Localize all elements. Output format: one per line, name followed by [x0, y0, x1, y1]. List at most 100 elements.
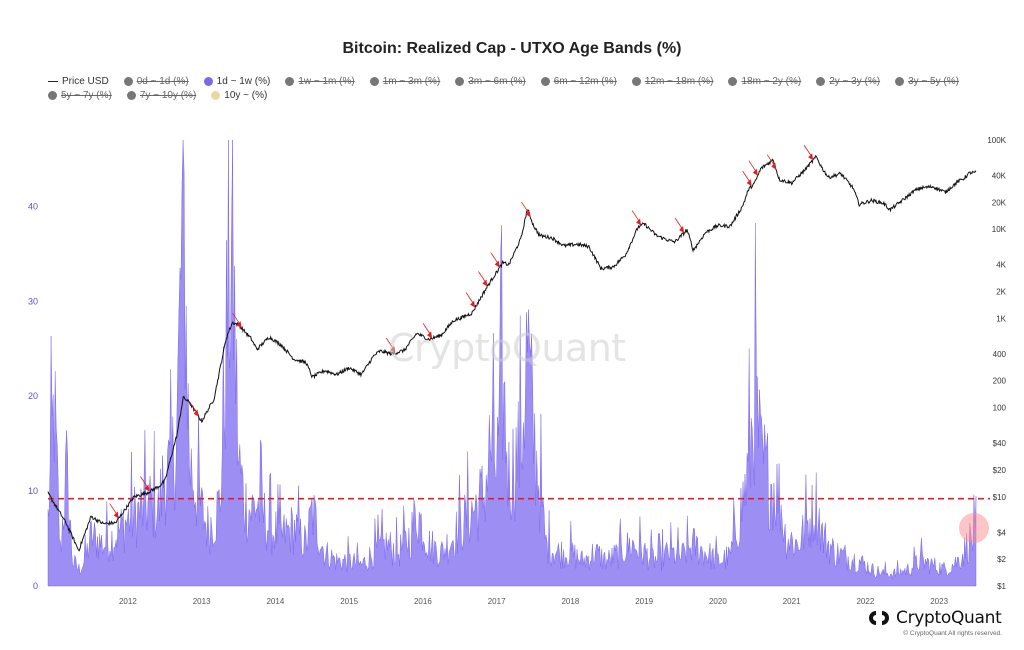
legend-dot-marker: [369, 77, 379, 86]
series-area-1d-1w: [47, 139, 977, 587]
legend-dot-marker: [895, 77, 905, 86]
right-y-tick-label: 20K: [992, 198, 1007, 207]
copyright-text: © CryptoQuant All rights reserved.: [903, 630, 1002, 637]
chart-title: Bitcoin: Realized Cap - UTXO Age Bands (…: [342, 40, 682, 57]
right-y-tick-label: $20: [993, 466, 1007, 475]
legend-dot-marker: [126, 91, 136, 100]
annotation-arrow: [422, 323, 433, 339]
x-tick-label: 2022: [856, 597, 874, 606]
legend-item[interactable]: 5y ~ 7y (%): [48, 90, 112, 101]
x-tick-label: 2012: [119, 597, 137, 606]
x-tick-label: 2020: [709, 597, 727, 606]
legend-dot-marker: [631, 77, 641, 86]
legend-label: 3m ~ 6m (%): [468, 76, 526, 87]
legend-item[interactable]: 0d ~ 1d (%): [123, 76, 189, 87]
legend-label: 6m ~ 12m (%): [553, 76, 617, 87]
series-line-price-usd: [47, 154, 977, 552]
annotation-arrow: [189, 401, 199, 417]
legend-item[interactable]: 1d ~ 1w (%): [203, 76, 271, 87]
x-tick-label: 2014: [266, 597, 284, 606]
legend-item[interactable]: 12m ~ 18m (%): [631, 76, 714, 87]
legend-label: 0d ~ 1d (%): [136, 76, 189, 87]
legend-label: 7y ~ 10y (%): [139, 90, 197, 101]
annotation-arrow: [385, 337, 396, 353]
right-y-tick-label: 200: [993, 377, 1007, 386]
left-y-tick-label: 0: [33, 581, 38, 591]
left-y-tick-label: 40: [28, 201, 38, 211]
left-y-axis: 0 10 20 30 40: [28, 201, 38, 591]
annotation-arrow: [478, 271, 488, 287]
legend-label: 5y ~ 7y (%): [61, 90, 112, 101]
legend-item[interactable]: Price USD: [48, 76, 109, 87]
legend-label: 10y ~ (%): [224, 90, 268, 101]
x-tick-label: 2023: [930, 597, 948, 606]
legend-item[interactable]: 1m ~ 3m (%): [369, 76, 441, 87]
legend-dot-marker: [540, 77, 550, 86]
chart-legend: Price USD 0d ~ 1d (%) 1d ~ 1w (%) 1w ~ 1m (…: [48, 76, 1008, 101]
right-y-tick-label: 400: [993, 350, 1007, 359]
right-y-tick-label: $4: [997, 528, 1006, 537]
legend-item[interactable]: 6m ~ 12m (%): [540, 76, 617, 87]
annotation-arrow: [232, 312, 242, 329]
annotation-arrow: [803, 145, 814, 161]
legend-line-marker: [48, 80, 58, 83]
annotation-arrow: [521, 201, 531, 218]
legend-label: 3y ~ 5y (%): [908, 76, 959, 87]
legend-item[interactable]: 18m ~ 2y (%): [728, 76, 801, 87]
legend-dot-marker: [211, 91, 221, 100]
legend-label: 1m ~ 3m (%): [382, 76, 441, 87]
cryptoquant-logo-icon: [869, 611, 889, 625]
left-y-tick-label: 30: [28, 296, 38, 306]
area-series-layer: [47, 139, 977, 587]
right-y-tick-label: $10: [993, 493, 1007, 502]
annotation-arrow: [766, 154, 777, 170]
legend-dot-marker: [285, 77, 295, 86]
annotation-arrow: [742, 170, 752, 187]
legend-item[interactable]: 7y ~ 10y (%): [126, 90, 197, 101]
legend-dot-marker: [48, 91, 57, 100]
right-y-tick-label: 1K: [996, 314, 1006, 323]
right-y-tick-label: $40: [993, 439, 1007, 448]
highlight-circle: [959, 512, 989, 543]
annotation-arrow: [465, 292, 476, 308]
price-line-layer: [47, 154, 977, 552]
legend-label: 1d ~ 1w (%): [216, 76, 271, 87]
right-y-tick-label: 100K: [987, 136, 1006, 145]
x-axis: 2012 2013 2014 2015 2016 2017 2018 2019 2020 2021…: [119, 597, 949, 606]
legend-label: Price USD: [62, 76, 109, 87]
x-tick-label: 2017: [488, 597, 506, 606]
legend-item[interactable]: 3y ~ 5y (%): [895, 76, 959, 87]
legend-label: 18m ~ 2y (%): [741, 76, 802, 87]
legend-dot-marker: [816, 77, 826, 86]
legend-label: 2y ~ 3y (%): [829, 76, 881, 87]
x-tick-label: 2018: [561, 597, 579, 606]
annotation-layer: [109, 145, 989, 543]
brand-logo: CryptoQuant: [868, 608, 1002, 628]
left-y-tick-label: 10: [28, 486, 38, 496]
annotation-arrow: [631, 210, 642, 226]
legend-item[interactable]: 1w ~ 1m (%): [285, 76, 355, 87]
legend-item[interactable]: 2y ~ 3y (%): [816, 76, 880, 87]
legend-dot-marker: [728, 77, 738, 86]
right-y-tick-label: 40K: [992, 171, 1007, 180]
x-tick-label: 2016: [414, 597, 432, 606]
right-y-tick-label: 4K: [996, 261, 1006, 270]
legend-item[interactable]: 10y ~ (%): [211, 90, 267, 101]
right-y-tick-label: 10K: [992, 225, 1007, 234]
x-tick-label: 2015: [340, 597, 358, 606]
annotation-arrow: [109, 503, 119, 519]
brand-logo-text: CryptoQuant: [896, 608, 1002, 628]
left-y-tick-label: 20: [28, 391, 38, 401]
legend-item[interactable]: 3m ~ 6m (%): [455, 76, 526, 87]
legend-dot-marker: [203, 77, 213, 86]
right-y-tick-label: $2: [997, 555, 1006, 564]
x-tick-label: 2019: [635, 597, 653, 606]
annotation-arrow: [674, 217, 685, 233]
legend-label: 12m ~ 18m (%): [644, 76, 714, 87]
legend-dot-marker: [455, 77, 465, 86]
x-tick-label: 2013: [193, 597, 211, 606]
right-y-tick-label: 100: [993, 404, 1007, 413]
right-y-axis: $1 $2 $4 $10 $20 $40 100 200 400 1K 2K 4K 10K 20K 40K 1…: [987, 136, 1006, 591]
right-y-tick-label: $1: [997, 582, 1006, 591]
